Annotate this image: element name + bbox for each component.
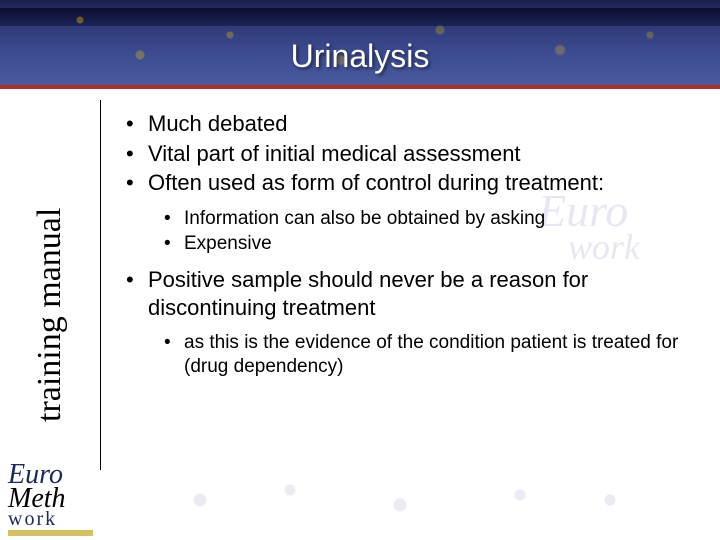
bullet-item: Positive sample should never be a reason… <box>120 266 700 379</box>
bullet-text: Vital part of initial medical assessment <box>148 141 521 166</box>
bullet-text: Positive sample should never be a reason… <box>148 267 588 320</box>
bullet-list: Much debated Vital part of initial medic… <box>120 110 700 379</box>
bullet-text: Much debated <box>148 111 287 136</box>
footer-logo: Euro Meth work <box>8 463 100 536</box>
vertical-divider <box>100 100 101 470</box>
sub-bullet-item: Information can also be obtained by aski… <box>162 207 700 231</box>
slide-title: Urinalysis <box>0 38 720 75</box>
slide-header: Urinalysis <box>0 0 720 85</box>
sub-bullet-text: Expensive <box>184 233 272 254</box>
logo-text: Euro Meth work <box>8 463 100 528</box>
sub-bullet-list: as this is the evidence of the condition… <box>148 331 700 379</box>
header-underline <box>0 85 720 89</box>
logo-bar <box>8 530 93 536</box>
sub-bullet-item: Expensive <box>162 232 700 256</box>
bullet-item: Vital part of initial medical assessment <box>120 140 700 168</box>
watermark-stars <box>120 470 720 530</box>
bullet-text: Often used as form of control during tre… <box>148 170 604 195</box>
bullet-item: Much debated <box>120 110 700 138</box>
bullet-item: Often used as form of control during tre… <box>120 169 700 256</box>
content-area: Much debated Vital part of initial medic… <box>120 110 700 389</box>
sub-bullet-list: Information can also be obtained by aski… <box>148 207 700 257</box>
logo-line3: work <box>8 508 57 530</box>
sub-bullet-text: as this is the evidence of the condition… <box>184 332 678 377</box>
sub-bullet-item: as this is the evidence of the condition… <box>162 331 700 379</box>
slide-body: Euro work training manual Euro Meth work… <box>0 90 720 540</box>
sub-bullet-text: Information can also be obtained by aski… <box>184 208 545 229</box>
